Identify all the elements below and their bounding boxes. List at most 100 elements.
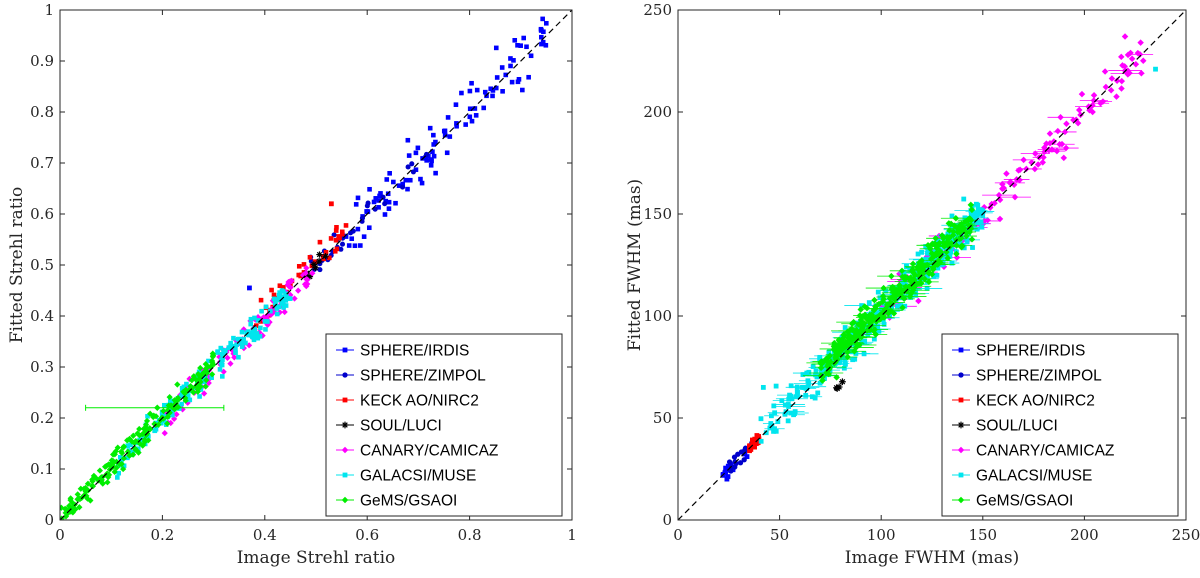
data-point [928,270,936,278]
data-point [454,123,459,129]
x-tick-label: 0.6 [355,526,379,544]
data-point [1134,49,1142,57]
data-point [837,352,845,359]
data-point [900,295,908,303]
data-point [192,376,199,383]
data-point [763,430,769,436]
data-point [339,241,346,247]
data-point [386,199,392,205]
data-point [264,321,271,328]
data-point [210,352,217,359]
data-point [881,308,888,315]
legend-entry: CANARY/CAMICAZ [360,443,498,460]
data-point [1054,127,1062,135]
data-point [984,217,991,224]
data-point [98,476,105,483]
data-point [841,365,847,371]
data-point [1039,159,1046,166]
data-point [1015,167,1022,174]
data-point [146,425,153,432]
data-point [919,249,925,255]
data-point [87,497,94,504]
data-point [67,495,74,502]
legend-swatch-marker [958,472,964,478]
data-point [768,421,774,426]
data-point [742,447,748,453]
data-point [881,321,887,327]
data-point [726,459,733,465]
data-point [728,468,734,474]
data-point [948,249,954,255]
data-point [386,206,392,211]
data-point [160,407,167,415]
data-point [511,58,516,63]
data-point [979,224,985,230]
data-point [786,396,792,402]
data-point [877,295,883,301]
data-point [190,389,197,396]
data-point [248,316,254,322]
data-point [274,311,280,317]
data-point [271,292,277,298]
data-point [312,259,318,264]
data-point [935,265,941,271]
data-point [387,171,392,176]
data-point [255,335,261,341]
data-point [794,384,800,390]
data-point [328,236,334,241]
series-sphere-irdis [341,16,549,249]
data-point [400,184,406,190]
data-point [861,303,868,310]
data-point [141,436,148,443]
data-point [866,300,872,306]
data-point [1020,156,1027,164]
data-point [817,356,823,362]
data-point [147,410,154,417]
x-axis-label: Image Strehl ratio [237,548,396,568]
data-point [892,292,900,299]
data-point [474,87,480,93]
data-point [788,410,794,416]
y-tick-label: 0.1 [30,460,54,478]
data-point [821,369,826,375]
data-point [377,193,382,199]
data-point [518,43,523,48]
data-point [415,145,421,151]
data-point [259,308,264,314]
data-point [1118,77,1126,85]
data-point [921,275,928,283]
data-point [104,479,111,486]
y-tick-label: 0.2 [30,409,54,427]
data-point [376,205,381,210]
data-point [800,372,806,377]
data-point [120,444,127,451]
data-point [198,387,204,392]
data-point [924,256,930,262]
data-point [1090,97,1098,104]
data-point [978,219,984,225]
data-point [865,317,873,324]
x-tick-label: 0.2 [150,526,174,544]
data-point [309,270,316,277]
data-point [431,153,437,159]
data-point [741,457,747,463]
data-point [968,206,976,214]
data-point [1077,111,1084,119]
data-point [845,337,852,344]
data-point [270,308,278,315]
x-axis-label: Image FWHM (mas) [845,548,1019,568]
data-point [128,438,136,445]
data-point [991,199,998,207]
data-point [143,417,151,425]
data-point [482,89,488,95]
data-point [943,234,950,241]
data-point [789,396,795,402]
data-point [524,44,529,50]
data-point [844,353,851,361]
data-point [196,375,204,382]
data-point [521,35,527,41]
data-point [914,263,921,271]
data-point [933,249,940,257]
data-point [146,434,151,439]
data-point [179,393,184,399]
